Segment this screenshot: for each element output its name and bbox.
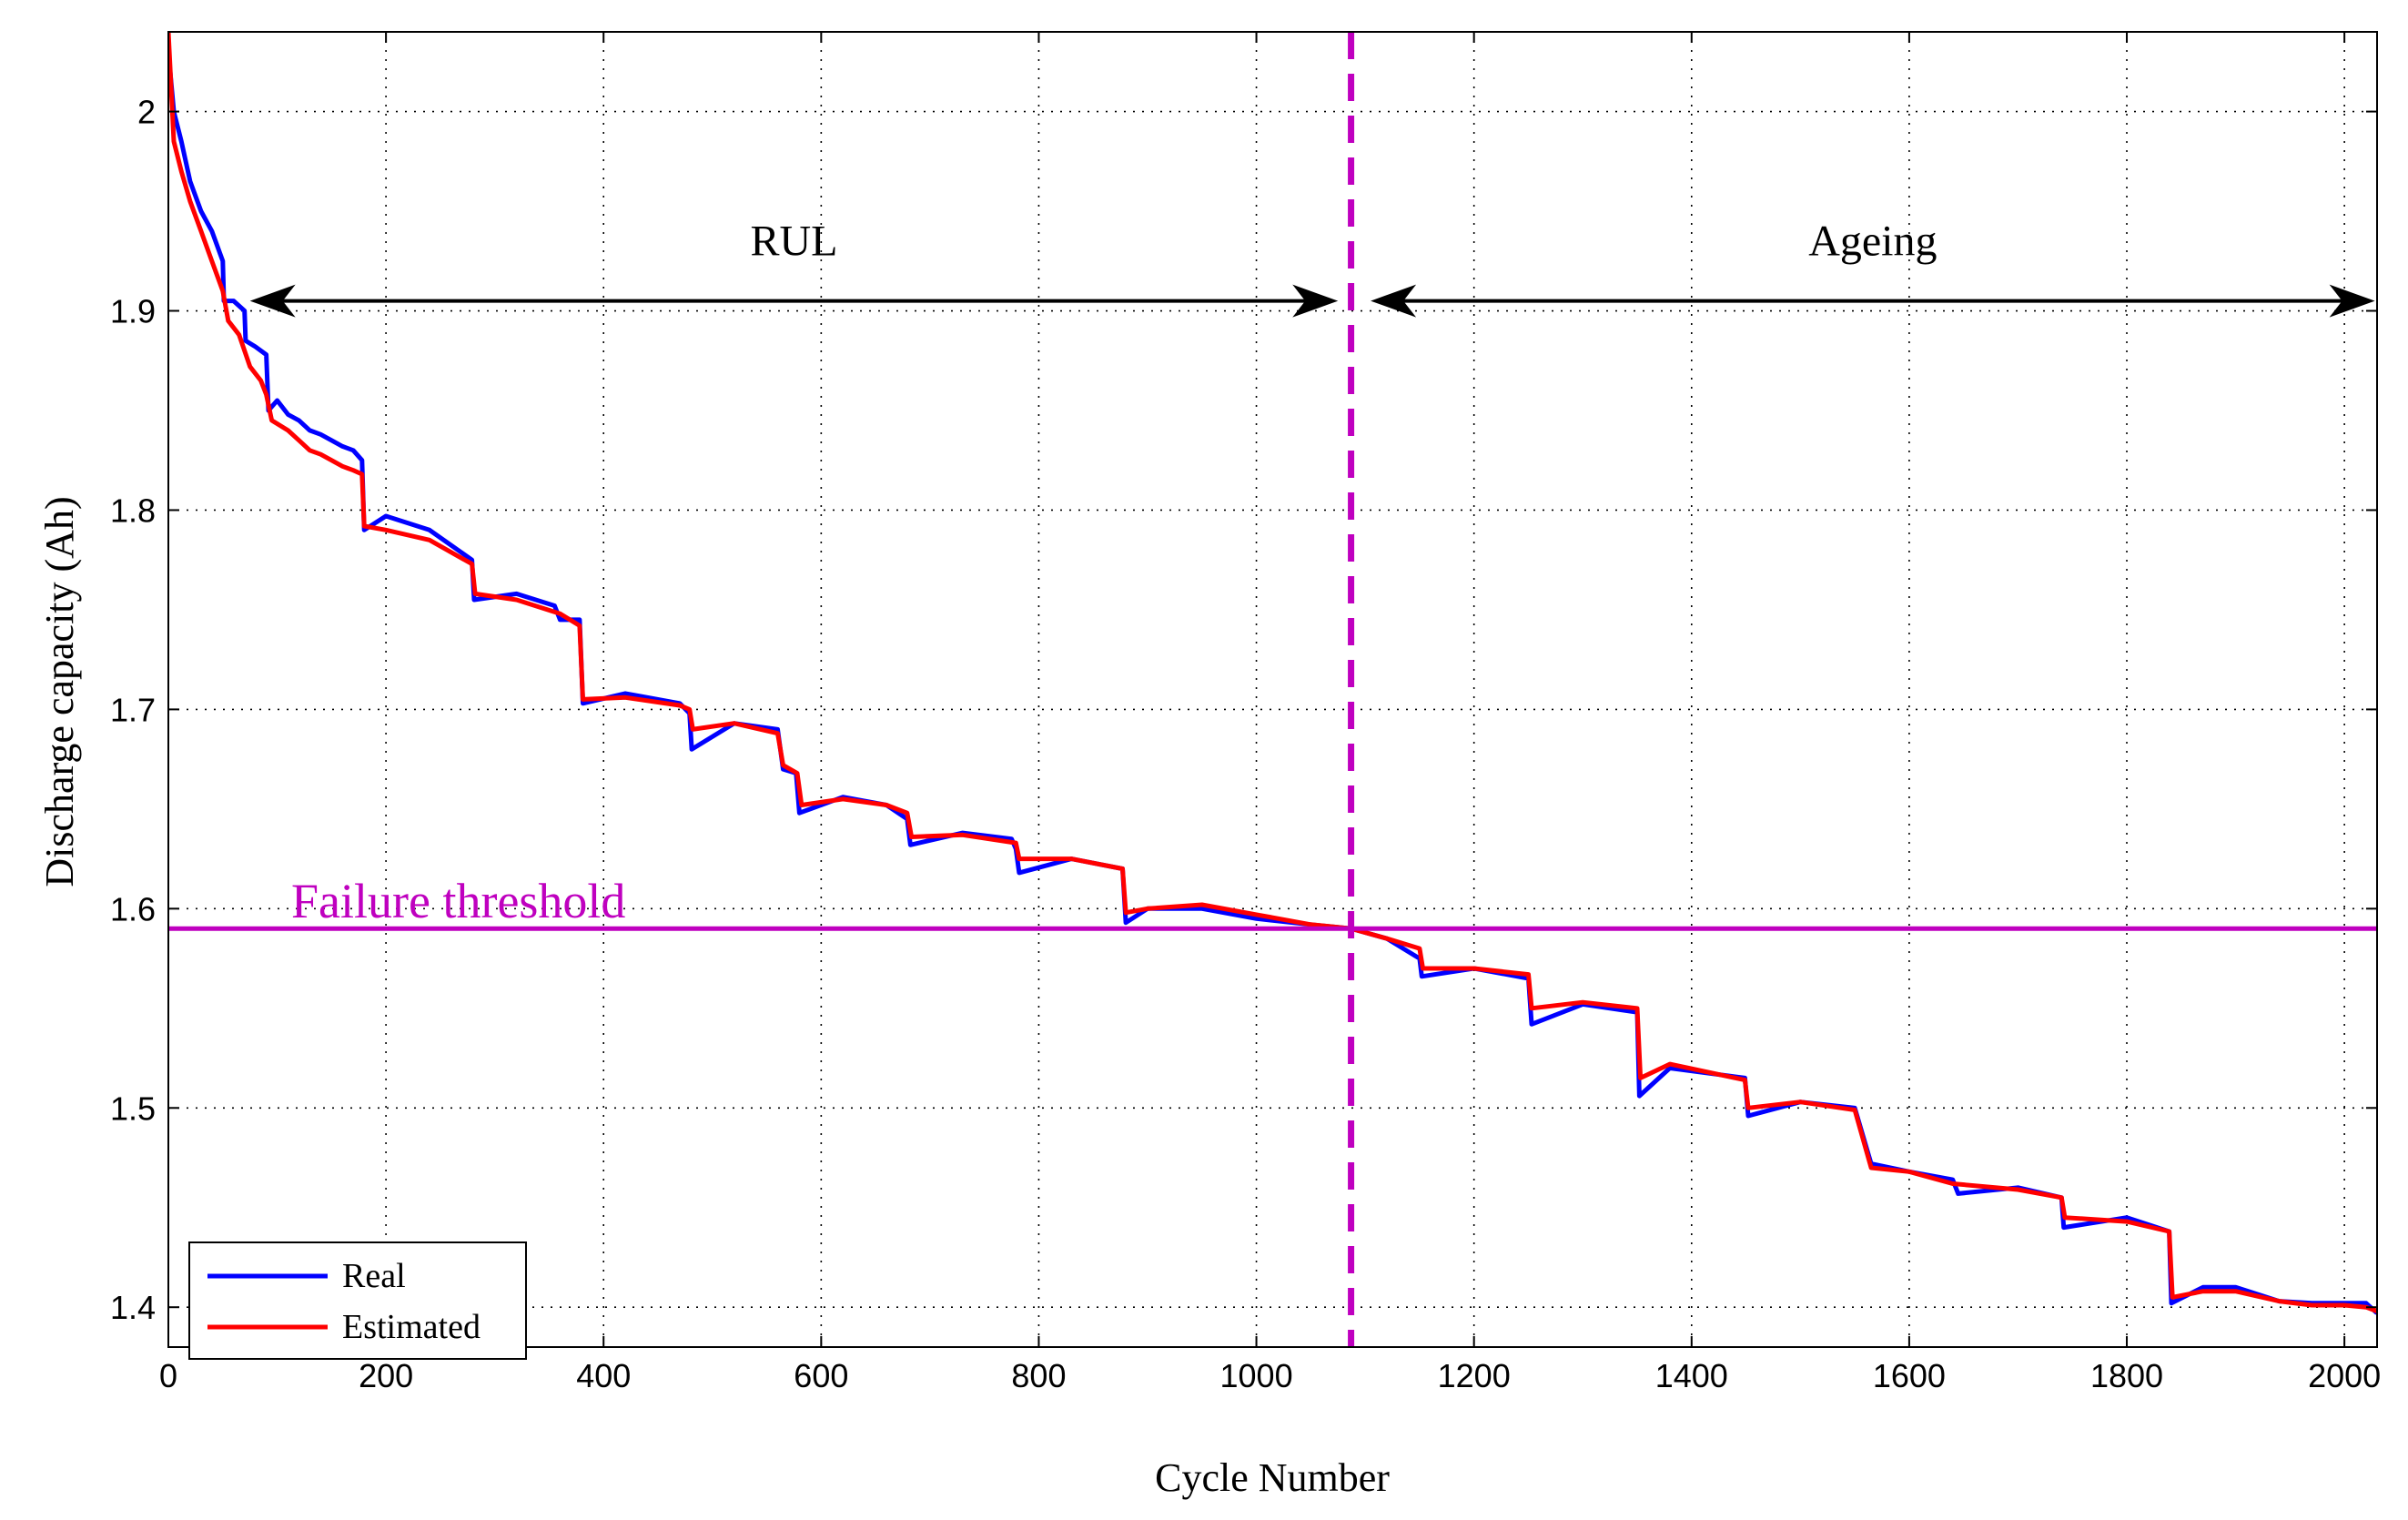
grid-lines [168, 32, 2377, 1347]
arrow-ageing: Ageing [1371, 218, 2375, 318]
annotation-label-ageing: Ageing [1808, 218, 1937, 266]
annotation-arrows: RUL Ageing [249, 218, 2375, 318]
failure-threshold-label: Failure threshold [291, 874, 625, 928]
series-group [168, 32, 2377, 1315]
x-tick-label: 200 [359, 1357, 413, 1394]
arrowhead-right [2329, 284, 2375, 318]
y-tick-label: 1.4 [110, 1289, 156, 1326]
legend: Real Estimated [188, 1241, 527, 1360]
legend-label-estimated: Estimated [342, 1308, 481, 1346]
x-tick-label: 1200 [1438, 1357, 1511, 1394]
y-tick-label: 2 [137, 94, 156, 131]
y-tick-label: 1.8 [110, 491, 156, 529]
series-line-estimated [168, 32, 2377, 1313]
x-tick-label: 2000 [2308, 1357, 2381, 1394]
x-axis-label: Cycle Number [1155, 1455, 1390, 1500]
arrowhead-left [249, 284, 296, 318]
x-tick-label: 800 [1011, 1357, 1066, 1394]
x-tick-label: 1000 [1220, 1357, 1293, 1394]
y-axis-label: Discharge capacity (Ah) [37, 496, 82, 887]
plot-area-frame [167, 31, 2378, 1348]
legend-box [188, 1241, 527, 1360]
arrow-rul: RUL [249, 218, 1339, 318]
x-tick-label: 600 [794, 1357, 848, 1394]
y-tick-label: 1.9 [110, 293, 156, 330]
axis-ticks: 0 200 400 600 800 1000 1200 1400 1600 1800 2000 1.4… [110, 32, 2381, 1394]
y-tick-label: 1.7 [110, 691, 156, 728]
arrowhead-left [1371, 284, 1417, 318]
annotation-label-rul: RUL [750, 218, 837, 266]
y-tick-label: 1.5 [110, 1089, 156, 1127]
y-tick-label: 1.6 [110, 890, 156, 927]
arrowhead-right [1292, 284, 1339, 318]
x-tick-label: 0 [159, 1357, 177, 1394]
x-tick-label: 400 [576, 1357, 631, 1394]
x-tick-label: 1400 [1655, 1357, 1728, 1394]
series-line-real [168, 51, 2377, 1315]
legend-label-real: Real [342, 1257, 406, 1295]
x-tick-label: 1600 [1873, 1357, 1946, 1394]
x-tick-label: 1800 [2090, 1357, 2163, 1394]
